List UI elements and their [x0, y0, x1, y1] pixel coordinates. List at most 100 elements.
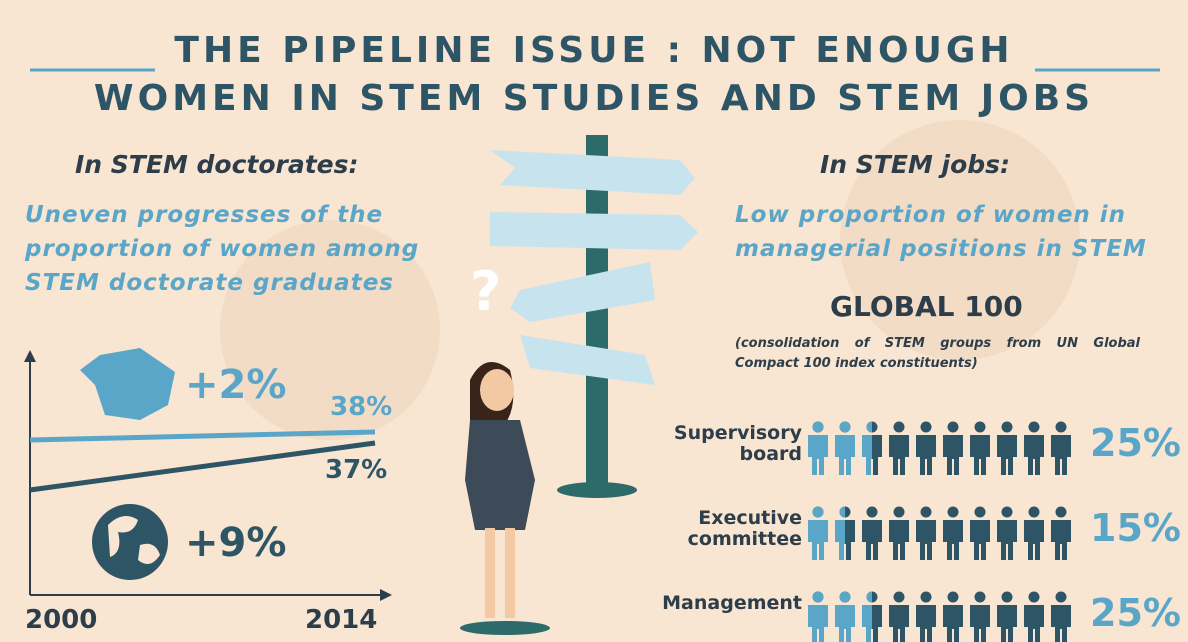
- icon-highlight: [808, 506, 828, 560]
- pictogram: [808, 591, 1071, 642]
- icon-body: [1024, 605, 1044, 642]
- gear: [220, 220, 440, 440]
- axis-arrow: [24, 350, 36, 362]
- shadow: [460, 621, 550, 635]
- icon-body: [916, 520, 936, 560]
- icon-body: [997, 605, 1017, 642]
- icon-head: [947, 421, 959, 433]
- pictogram: [808, 506, 1071, 560]
- icon-highlight: [808, 421, 828, 475]
- icon-head: [893, 591, 905, 603]
- icon-head: [974, 506, 986, 518]
- icon-body: [997, 520, 1017, 560]
- x-end: 2014: [305, 605, 378, 635]
- face: [480, 369, 514, 411]
- france-change: +2%: [185, 362, 287, 408]
- icon-head: [812, 421, 824, 433]
- icon-head: [866, 506, 878, 518]
- icon-body: [916, 435, 936, 475]
- right-heading: In STEM jobs:: [820, 150, 1011, 179]
- icon-body: [1024, 520, 1044, 560]
- world-value: 37%: [325, 455, 388, 485]
- sign-base: [557, 482, 637, 498]
- icon-head: [839, 506, 845, 518]
- icon-head: [920, 421, 932, 433]
- row-label: Management: [662, 592, 802, 614]
- icon-head: [1055, 506, 1067, 518]
- row-value: 15%: [1090, 506, 1181, 550]
- axis-arrow: [380, 589, 392, 601]
- icon-head: [812, 591, 824, 603]
- icon-body: [808, 435, 828, 475]
- france-value: 38%: [330, 392, 393, 422]
- icon-body: [835, 520, 845, 560]
- icon-head: [920, 506, 932, 518]
- icon-body: [997, 435, 1017, 475]
- leg: [485, 528, 495, 618]
- icon-body: [1051, 605, 1071, 642]
- icon-head: [974, 591, 986, 603]
- icon-head: [812, 506, 824, 518]
- sign-board: [510, 262, 655, 322]
- row-value: 25%: [1090, 591, 1181, 635]
- icon-body: [889, 435, 909, 475]
- icon-head: [839, 591, 851, 603]
- icon-body: [862, 605, 872, 642]
- icon-body: [808, 520, 828, 560]
- left-heading: In STEM doctorates:: [75, 150, 359, 179]
- icon-head: [947, 591, 959, 603]
- icon-body: [943, 605, 963, 642]
- globe: [92, 504, 168, 580]
- icon-body: [889, 520, 909, 560]
- world-change: +9%: [185, 520, 287, 566]
- icon-head: [1055, 421, 1067, 433]
- icon-head: [1001, 591, 1013, 603]
- icon-body: [970, 605, 990, 642]
- icon-head: [1001, 421, 1013, 433]
- icon-head: [1028, 591, 1040, 603]
- icon-body: [862, 435, 872, 475]
- world-line: [29, 440, 376, 493]
- icon-highlight: [862, 591, 872, 642]
- icon-body: [970, 520, 990, 560]
- question-mark: ?: [470, 260, 501, 323]
- row-label: Supervisory board: [673, 422, 802, 465]
- leg: [505, 528, 515, 618]
- icon-head: [893, 506, 905, 518]
- france-line: [29, 429, 376, 443]
- icon-body: [970, 435, 990, 475]
- icon-head: [920, 591, 932, 603]
- icon-highlight: [835, 591, 855, 642]
- icon-body: [862, 520, 882, 560]
- icon-head: [947, 506, 959, 518]
- icon-head: [1028, 506, 1040, 518]
- icon-body: [943, 520, 963, 560]
- icon-head: [1028, 421, 1040, 433]
- icon-head: [866, 421, 872, 433]
- france-map: [80, 348, 175, 420]
- index-note: (consolidation of STEM groups from UN Gl…: [735, 336, 1140, 371]
- icon-head: [1055, 591, 1067, 603]
- icon-highlight: [835, 421, 855, 475]
- index-title: GLOBAL 100: [830, 290, 1023, 323]
- icon-body: [889, 605, 909, 642]
- x-start: 2000: [25, 605, 98, 635]
- icon-highlight: [808, 591, 828, 642]
- icon-body: [1024, 435, 1044, 475]
- icon-body: [1051, 520, 1071, 560]
- icon-head: [866, 591, 872, 603]
- icon-body: [835, 605, 855, 642]
- icon-body: [916, 605, 936, 642]
- pictogram: [808, 421, 1071, 475]
- icon-body: [943, 435, 963, 475]
- jacket: [465, 420, 535, 530]
- globe-land: [108, 516, 160, 564]
- icon-head: [893, 421, 905, 433]
- sign-board: [490, 212, 698, 250]
- row-value: 25%: [1090, 421, 1181, 465]
- icon-body: [1051, 435, 1071, 475]
- icon-highlight: [835, 506, 845, 560]
- left-subheading: Uneven progresses of the proportion of w…: [25, 202, 420, 296]
